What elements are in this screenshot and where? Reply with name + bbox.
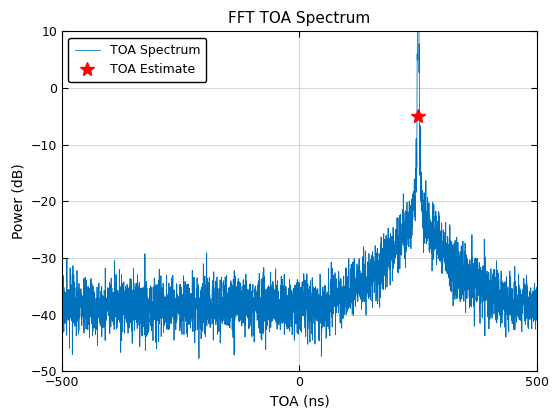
Y-axis label: Power (dB): Power (dB) [11,163,25,239]
TOA Spectrum [262,316,269,321]
TOA Spectrum [496,277,502,282]
Title: FFT TOA Spectrum: FFT TOA Spectrum [228,11,371,26]
TOA Spectrum [404,220,410,225]
TOA Spectrum [414,29,421,34]
TOA Spectrum [284,311,291,316]
TOA Spectrum [534,302,540,307]
Line: TOA Spectrum: TOA Spectrum [62,32,537,359]
TOA Spectrum [59,300,66,305]
TOA Spectrum [519,310,526,315]
Legend: TOA Spectrum, TOA Estimate: TOA Spectrum, TOA Estimate [68,38,206,82]
TOA Spectrum [195,356,202,361]
X-axis label: TOA (ns): TOA (ns) [269,395,329,409]
TOA Spectrum [258,282,265,287]
